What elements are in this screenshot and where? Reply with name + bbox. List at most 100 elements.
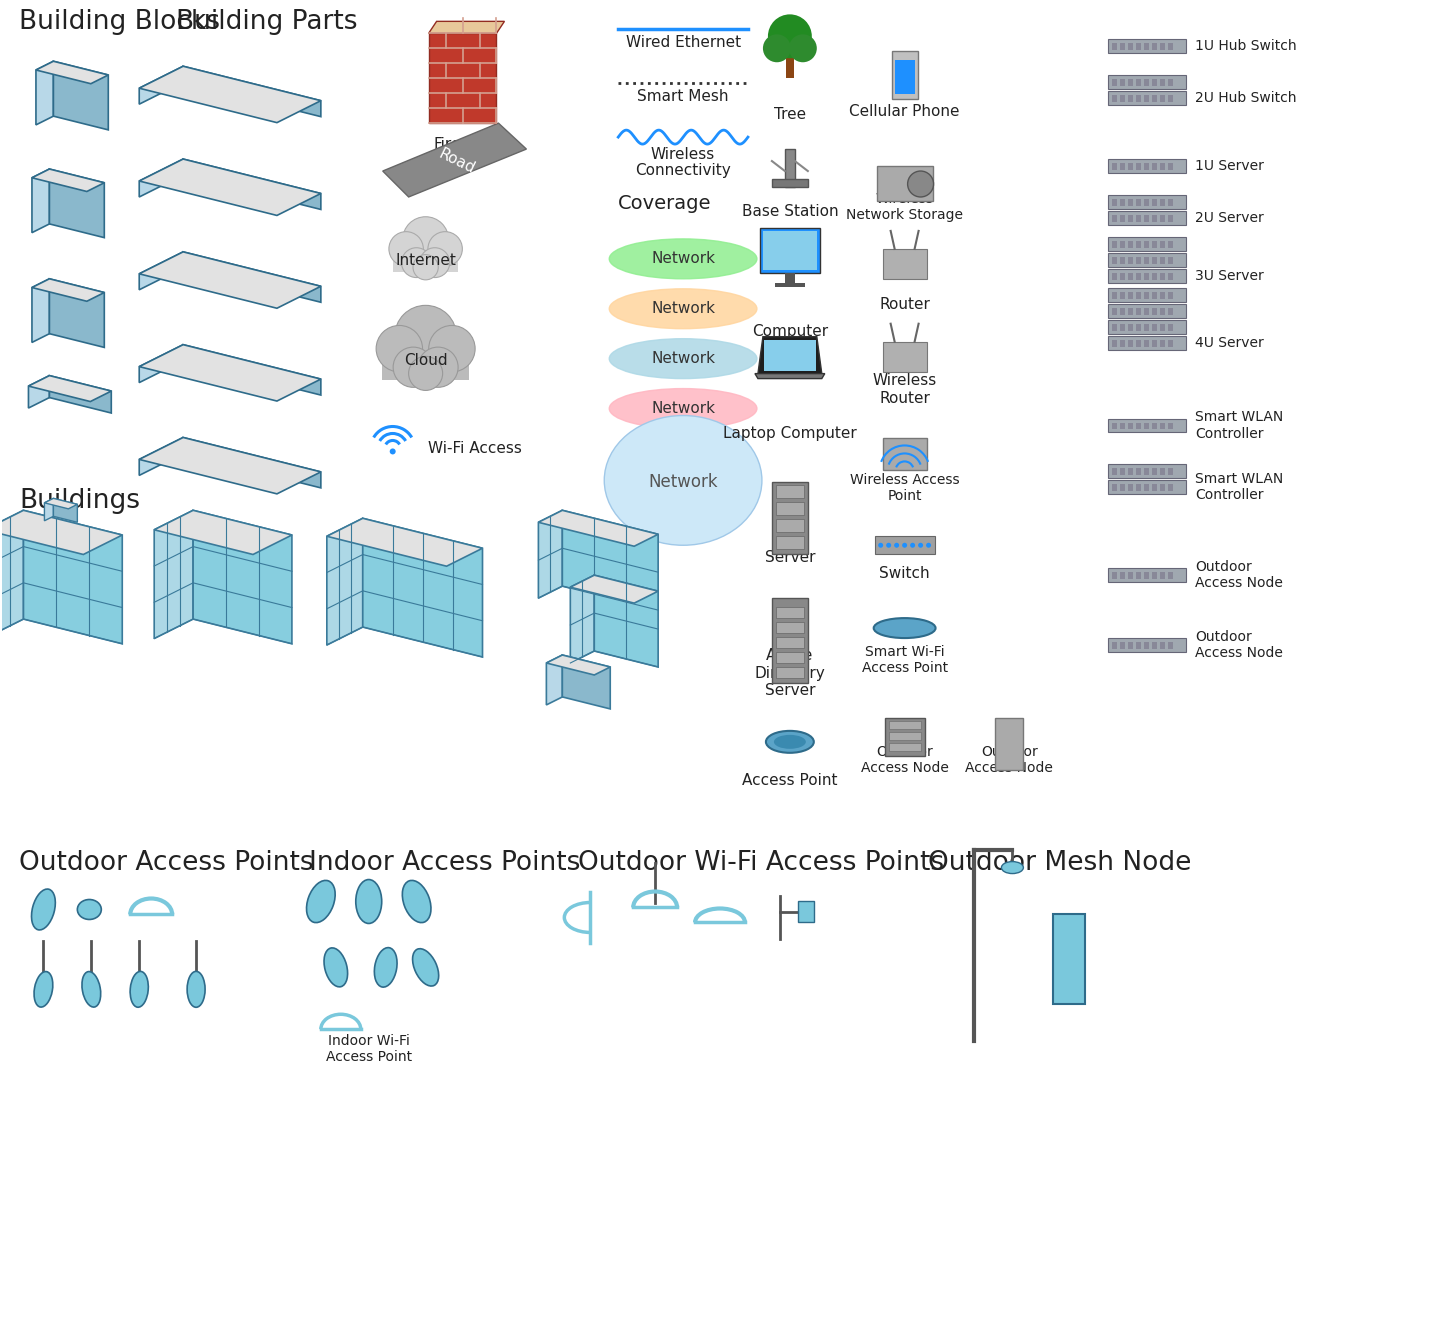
Polygon shape — [139, 160, 183, 197]
Bar — [1109, 76, 1185, 89]
Bar — [1152, 572, 1156, 579]
Bar — [1129, 214, 1133, 222]
Bar — [1136, 469, 1140, 475]
Polygon shape — [383, 124, 527, 197]
Bar — [1145, 642, 1149, 650]
Bar — [1145, 307, 1149, 314]
Circle shape — [878, 543, 884, 548]
Text: Building Blocks: Building Blocks — [19, 9, 221, 36]
Bar — [1129, 164, 1133, 170]
Bar — [1136, 422, 1140, 430]
Polygon shape — [36, 61, 54, 125]
Circle shape — [414, 254, 438, 280]
Text: Smart Mesh: Smart Mesh — [637, 89, 728, 104]
Text: 4U Server: 4U Server — [1196, 335, 1264, 350]
Ellipse shape — [1001, 861, 1023, 873]
Bar — [885, 717, 924, 756]
Bar — [1152, 307, 1156, 314]
Polygon shape — [0, 510, 122, 555]
Ellipse shape — [604, 415, 762, 546]
Circle shape — [918, 543, 923, 548]
Ellipse shape — [412, 949, 438, 986]
Text: Smart WLAN
Controller: Smart WLAN Controller — [1196, 410, 1283, 441]
Bar — [1168, 642, 1172, 650]
Text: Outdoor
Access Node: Outdoor Access Node — [1196, 630, 1283, 660]
Text: Network: Network — [649, 474, 718, 491]
Bar — [892, 52, 917, 100]
Bar — [1145, 484, 1149, 491]
Bar — [1129, 642, 1133, 650]
Text: Tree: Tree — [773, 106, 805, 122]
Bar — [772, 178, 808, 186]
Text: Server: Server — [765, 550, 815, 566]
Bar — [1145, 96, 1149, 102]
Bar — [1136, 572, 1140, 579]
Polygon shape — [32, 169, 49, 233]
Bar — [1161, 198, 1165, 206]
Polygon shape — [183, 345, 321, 395]
Bar — [1168, 241, 1172, 248]
Polygon shape — [183, 438, 321, 488]
Bar — [1161, 323, 1165, 330]
Bar — [1111, 214, 1117, 222]
Text: Network: Network — [651, 301, 715, 317]
Bar — [393, 240, 457, 272]
Bar — [1111, 484, 1117, 491]
Polygon shape — [363, 518, 483, 658]
Bar — [1161, 241, 1165, 248]
Bar — [1109, 480, 1185, 494]
Bar — [1129, 422, 1133, 430]
Bar — [1053, 914, 1085, 1005]
Bar — [1145, 572, 1149, 579]
Text: Wireless: Wireless — [651, 146, 715, 162]
Text: Access Point: Access Point — [741, 773, 837, 788]
Bar — [1168, 96, 1172, 102]
Polygon shape — [154, 510, 193, 639]
Bar — [1168, 164, 1172, 170]
Text: 2U Hub Switch: 2U Hub Switch — [1196, 92, 1297, 105]
Text: Outdoor
Access Node: Outdoor Access Node — [965, 744, 1053, 775]
Bar — [1168, 422, 1172, 430]
Bar — [1111, 164, 1117, 170]
Bar — [1136, 307, 1140, 314]
Polygon shape — [54, 498, 77, 522]
Bar — [1120, 572, 1125, 579]
Bar — [1136, 80, 1140, 87]
Bar — [1152, 469, 1156, 475]
Bar — [1161, 96, 1165, 102]
Ellipse shape — [77, 900, 102, 920]
Bar — [1145, 164, 1149, 170]
Bar — [1129, 291, 1133, 298]
Bar — [1145, 291, 1149, 298]
Polygon shape — [326, 518, 363, 646]
Polygon shape — [183, 160, 321, 209]
Bar — [1152, 80, 1156, 87]
Bar — [1129, 572, 1133, 579]
Bar — [1152, 198, 1156, 206]
Bar — [1129, 339, 1133, 346]
Polygon shape — [49, 169, 104, 238]
Bar — [1120, 291, 1125, 298]
Bar — [785, 273, 795, 285]
Text: Laptop Computer: Laptop Computer — [723, 426, 856, 442]
Text: Smart Wi-Fi
Access Point: Smart Wi-Fi Access Point — [862, 644, 948, 675]
Circle shape — [403, 217, 448, 262]
Polygon shape — [29, 375, 49, 409]
Circle shape — [428, 232, 463, 266]
Polygon shape — [29, 375, 112, 402]
Bar — [772, 482, 808, 554]
Bar — [1168, 572, 1172, 579]
Bar — [1152, 642, 1156, 650]
Bar — [1109, 465, 1185, 478]
Bar — [1168, 469, 1172, 475]
Circle shape — [389, 232, 424, 266]
Bar — [1168, 484, 1172, 491]
Bar — [1152, 164, 1156, 170]
Bar — [1109, 253, 1185, 266]
Bar — [772, 598, 808, 683]
Bar — [1168, 307, 1172, 314]
Bar — [1145, 44, 1149, 51]
Polygon shape — [54, 61, 109, 130]
Bar — [1136, 241, 1140, 248]
Bar — [1145, 339, 1149, 346]
